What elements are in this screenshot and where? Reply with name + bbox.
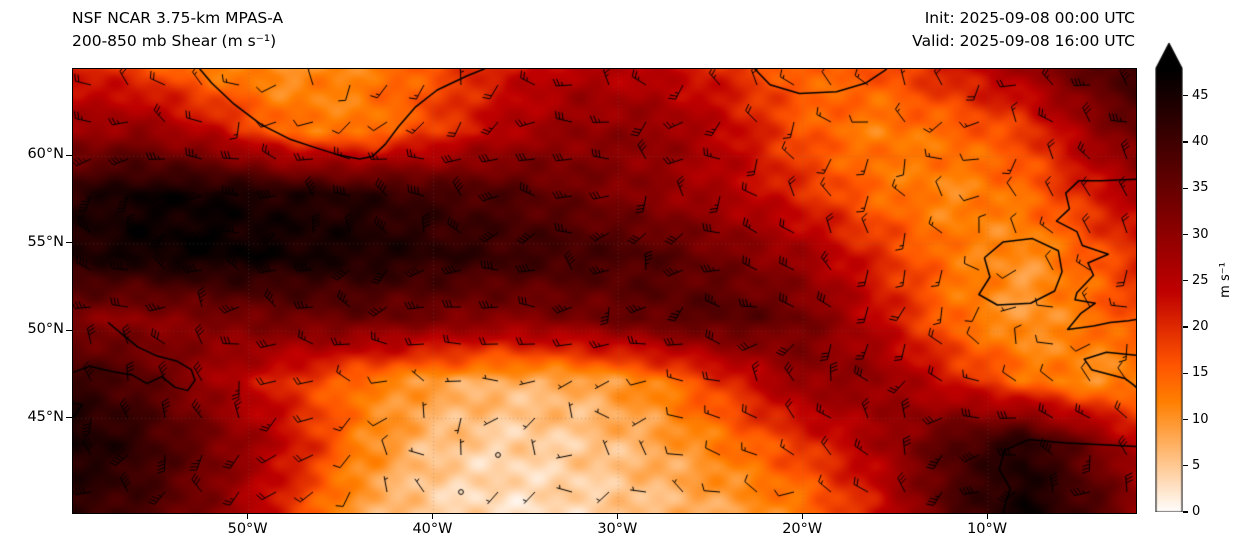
colorbar-tick-mark [1183,280,1188,282]
colorbar-tick-label: 5 [1192,457,1201,473]
lon-tick-mark [986,513,988,519]
lat-tick-mark [66,154,72,156]
lon-tick-label: 40°W [412,521,453,537]
lat-tick-mark [66,329,72,331]
map-canvas [72,68,1137,514]
lon-tick-mark [801,513,803,519]
colorbar-unit-label: m s⁻¹ [1218,262,1233,298]
colorbar-tick-label: 25 [1192,272,1209,288]
colorbar-tick-label: 20 [1192,319,1209,334]
colorbar [1155,42,1183,512]
lat-tick-label: 60°N [27,146,64,163]
colorbar-tick-label: 10 [1192,411,1209,427]
init-valid-block: Init: 2025-09-08 00:00 UTC Valid: 2025-0… [912,7,1135,53]
colorbar-tick-label: 35 [1192,180,1209,196]
lat-tick-label: 50°N [27,321,64,338]
lat-tick-label: 55°N [27,233,64,250]
colorbar-tick-label: 45 [1192,87,1209,103]
colorbar-tick-mark [1183,511,1188,513]
lon-tick-label: 50°W [227,521,268,537]
field-title: 200-850 mb Shear (m s⁻¹) [72,32,277,50]
colorbar-tick-mark [1183,95,1188,97]
lon-tick-mark [616,513,618,519]
colorbar-tick-mark [1183,418,1188,421]
lat-tick-mark [66,242,72,244]
model-title: NSF NCAR 3.75-km MPAS-A [72,9,284,27]
colorbar-tick-label: 40 [1192,134,1209,149]
colorbar-tick-label: 15 [1192,365,1209,381]
lon-tick-label: 20°W [782,521,823,537]
valid-time-label: Valid: 2025-09-08 16:00 UTC [912,32,1135,50]
lon-tick-mark [247,513,249,519]
colorbar-tick-label: 30 [1192,226,1209,242]
colorbar-tick-mark [1183,233,1188,236]
colorbar-tick-label: 0 [1192,504,1201,519]
lat-tick-label: 45°N [27,408,64,425]
lon-tick-label: 30°W [597,521,638,537]
colorbar-tick-mark [1183,141,1188,143]
colorbar-tick-mark [1183,187,1188,189]
lat-tick-mark [66,417,72,419]
lon-tick-mark [431,513,434,519]
init-time-label: Init: 2025-09-08 00:00 UTC [924,9,1135,27]
colorbar-tick-mark [1183,372,1188,374]
lon-tick-label: 10°W [967,521,1008,537]
colorbar-tick-mark [1183,326,1188,328]
colorbar-tick-mark [1183,465,1188,467]
title-block: NSF NCAR 3.75-km MPAS-A 200-850 mb Shear… [72,7,283,53]
